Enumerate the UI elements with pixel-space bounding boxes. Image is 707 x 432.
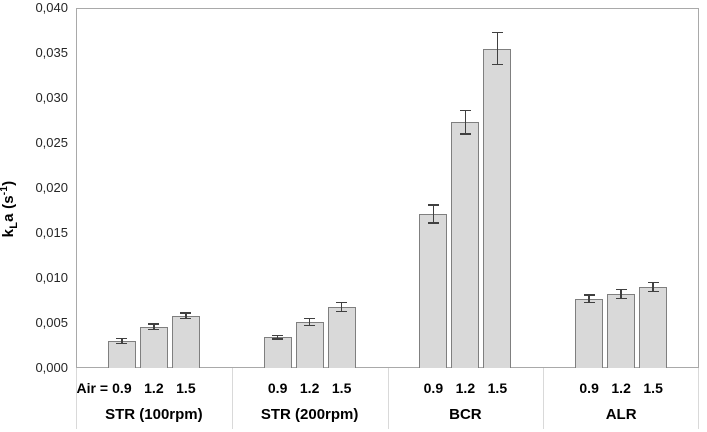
group-label: ALR	[605, 406, 637, 423]
air-value-label: 1.5	[487, 380, 508, 396]
error-bar-cap	[459, 109, 471, 112]
error-bar-line	[464, 110, 467, 134]
error-bar-line	[276, 335, 279, 340]
group-label: STR (100rpm)	[105, 406, 203, 423]
error-bar-cap	[272, 334, 284, 337]
y-tick-label: 0,040	[35, 0, 68, 15]
air-value-label: 1.5	[331, 380, 352, 396]
error-bar-cap	[647, 290, 659, 293]
bar	[327, 306, 356, 368]
error-bar-line	[652, 282, 654, 292]
bar	[171, 315, 200, 368]
error-bar-line	[185, 313, 187, 319]
y-tick-label: 0,035	[35, 45, 68, 60]
group-label: STR (200rpm)	[260, 406, 359, 423]
air-value-label: 1.5	[176, 380, 196, 396]
bar	[139, 326, 168, 368]
error-bar-cap	[180, 312, 192, 314]
error-bar-cap	[304, 324, 316, 327]
error-bar-line	[588, 295, 590, 303]
bar	[107, 341, 136, 368]
y-tick-label: 0,025	[35, 135, 68, 150]
air-value-label: 0.9	[267, 380, 288, 396]
bar	[263, 337, 292, 368]
error-bar-cap	[459, 133, 471, 135]
plot-area	[76, 8, 699, 368]
error-bar-cap	[491, 31, 503, 34]
y-tick-label: 0,005	[35, 315, 68, 330]
air-value-label: 0.9	[423, 380, 444, 396]
air-value-label: 1.2	[144, 380, 164, 396]
error-bar-cap	[148, 328, 160, 331]
group-divider	[76, 368, 77, 429]
error-bar-line	[340, 302, 343, 312]
error-bar-cap	[583, 301, 595, 304]
error-bar-cap	[427, 222, 439, 224]
group-divider	[387, 368, 389, 429]
error-bar-line	[432, 205, 435, 224]
error-bar-cap	[491, 63, 503, 66]
error-bar-cap	[647, 281, 659, 284]
air-prefix-label: Air =	[76, 380, 108, 396]
error-bar-cap	[116, 337, 128, 340]
y-tick-label: 0,020	[35, 180, 68, 195]
error-bar-line	[121, 338, 123, 344]
y-axis-title-middle: a (s	[0, 195, 17, 222]
error-bar-line	[308, 318, 311, 326]
bar	[295, 322, 324, 368]
y-tick-label: 0,010	[35, 270, 68, 285]
air-value-label: 0.9	[579, 380, 599, 396]
bar	[451, 122, 480, 368]
error-bar-cap	[336, 301, 348, 304]
error-bar-line	[496, 32, 499, 65]
group-label: BCR	[449, 406, 482, 423]
error-bar-cap	[615, 297, 627, 300]
group-divider	[543, 368, 545, 429]
air-value-label: 0.9	[112, 380, 132, 396]
air-value-label: 1.2	[299, 380, 320, 396]
air-value-label: 1.2	[455, 380, 476, 396]
error-bar-cap	[615, 288, 627, 291]
air-value-label: 1.5	[643, 380, 663, 396]
bar	[575, 298, 604, 368]
error-bar-cap	[180, 317, 192, 320]
bar	[419, 214, 448, 368]
error-bar-line	[620, 289, 622, 299]
bar	[639, 287, 668, 368]
group-divider	[698, 368, 699, 429]
error-bar-cap	[272, 338, 284, 340]
bar	[483, 48, 512, 368]
error-bar-cap	[427, 204, 439, 206]
error-bar-cap	[148, 323, 160, 325]
error-bar-line	[153, 323, 155, 330]
y-tick-label: 0,015	[35, 225, 68, 240]
air-value-label: 1.2	[611, 380, 631, 396]
error-bar-cap	[304, 317, 316, 320]
y-tick-label: 0,030	[35, 90, 68, 105]
error-bar-cap	[583, 294, 595, 296]
bar	[607, 294, 636, 368]
error-bar-cap	[336, 310, 348, 313]
y-tick-label: 0,000	[35, 360, 68, 375]
error-bar-cap	[116, 342, 128, 345]
group-divider	[231, 368, 233, 429]
